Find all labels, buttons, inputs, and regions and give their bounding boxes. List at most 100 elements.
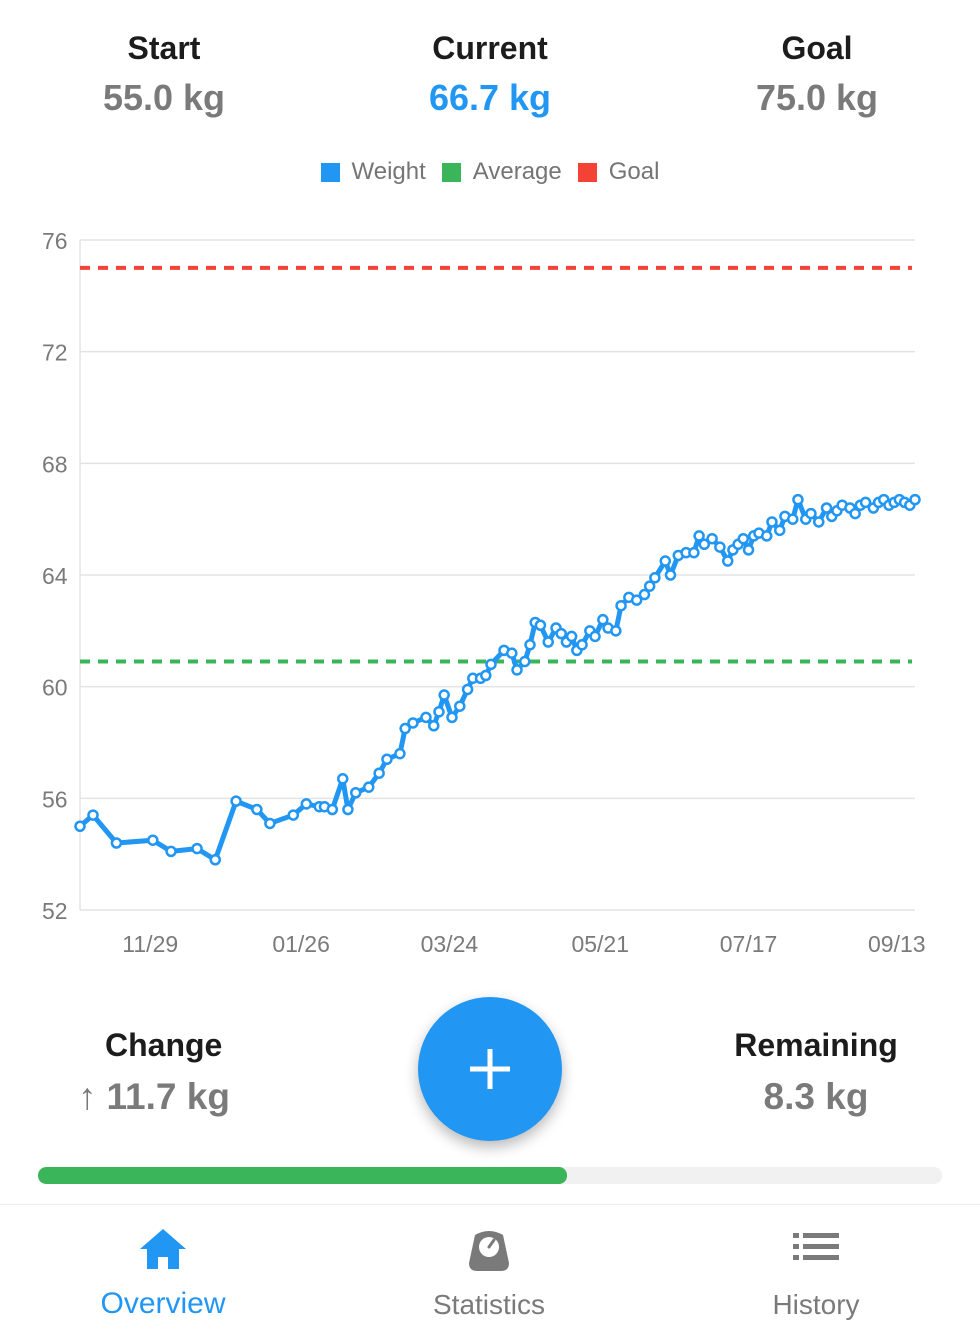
- weight-point: [394, 747, 406, 760]
- weight-point: [766, 516, 778, 528]
- weight-point: [714, 541, 726, 553]
- y-tick-label: 60: [42, 675, 68, 701]
- goal-label: Goal: [781, 30, 853, 66]
- weight-point: [534, 619, 547, 631]
- weight-point: [381, 753, 393, 765]
- start-value: 55.0 kg: [102, 77, 226, 118]
- plus-icon: [470, 1049, 510, 1089]
- start-label: Start: [127, 30, 201, 66]
- weight-point: [230, 795, 242, 807]
- weight-point: [87, 809, 99, 821]
- weight-point: [264, 817, 276, 830]
- weight-point: [649, 572, 661, 584]
- weight-point: [597, 613, 609, 626]
- weight-point: [110, 837, 123, 849]
- weight-point: [373, 767, 385, 779]
- weight-point: [909, 493, 921, 506]
- nav-item-history[interactable]: History: [656, 1205, 976, 1338]
- scale-icon: [469, 1231, 509, 1271]
- y-tick-label: 72: [42, 340, 68, 366]
- weight-point: [506, 647, 518, 659]
- weight-point: [742, 544, 755, 556]
- y-tick-label: 64: [42, 563, 68, 589]
- weight-point: [576, 639, 588, 651]
- change-value: 11.7 kg: [106, 1076, 230, 1117]
- weight-point: [737, 532, 750, 545]
- weight-point: [300, 798, 313, 810]
- legend-swatch-average: [441, 162, 461, 182]
- change-stat: Change ↑ 11.7 kg: [78, 1027, 230, 1118]
- weight-point: [454, 700, 466, 712]
- weight-point: [693, 530, 705, 542]
- x-tick-label: 09/13: [868, 931, 926, 957]
- weight-point: [74, 820, 86, 832]
- weight-point: [721, 555, 734, 567]
- weight-point: [287, 809, 300, 821]
- weight-point: [326, 803, 339, 816]
- weight-point: [524, 639, 536, 651]
- weight-point: [511, 664, 523, 676]
- nav-label-overview: Overview: [100, 1287, 226, 1320]
- weight-point: [849, 507, 861, 520]
- y-tick-label: 56: [42, 786, 68, 812]
- change-label: Change: [105, 1027, 223, 1063]
- weight-point: [615, 599, 627, 612]
- nav-item-overview[interactable]: Overview: [3, 1205, 323, 1338]
- x-tick-label: 11/29: [122, 931, 178, 957]
- weight-point: [630, 594, 643, 606]
- legend-swatch-weight: [320, 162, 340, 182]
- weight-point: [147, 834, 159, 846]
- weight-point: [399, 722, 411, 735]
- current-stat: Current 66.7 kg: [340, 30, 640, 119]
- weight-point: [438, 689, 450, 701]
- weight-point: [664, 569, 677, 581]
- weight-point: [542, 636, 554, 648]
- legend-item-goal[interactable]: Goal: [577, 158, 660, 186]
- legend-label-average: Average: [472, 158, 562, 185]
- nav-item-statistics[interactable]: Statistics: [329, 1205, 649, 1338]
- weight-point: [555, 627, 567, 640]
- weight-point: [461, 683, 474, 696]
- legend-label-goal: Goal: [608, 158, 660, 185]
- weight-point: [191, 842, 203, 855]
- weight-point: [336, 773, 349, 785]
- x-tick-label: 01/26: [272, 931, 330, 957]
- weight-point: [565, 630, 578, 643]
- weight-chart[interactable]: 76 72 68 64 60 56 52 11/29 01/26 03/24 05/21 07/17 0…: [0, 210, 980, 970]
- chart-legend: Weight Average Goal: [0, 158, 980, 186]
- weight-point: [638, 588, 651, 601]
- goal-stat: Goal 75.0 kg: [667, 30, 967, 119]
- remaining-stat: Remaining 8.3 kg: [716, 1027, 916, 1118]
- y-tick-label: 52: [42, 898, 68, 924]
- weight-point: [349, 787, 362, 799]
- list-icon: [793, 1233, 839, 1260]
- current-value: 66.7 kg: [428, 77, 552, 118]
- goal-progress-fill: [38, 1167, 567, 1184]
- weight-point: [165, 845, 177, 858]
- goal-progress-bar: [38, 1167, 942, 1184]
- weight-point: [251, 803, 263, 816]
- weight-point: [820, 502, 833, 514]
- remaining-label: Remaining: [734, 1027, 898, 1063]
- legend-item-weight[interactable]: Weight: [320, 158, 426, 186]
- add-entry-button[interactable]: [418, 997, 562, 1141]
- weight-point: [792, 493, 804, 506]
- weight-point: [659, 555, 672, 567]
- weight-point: [446, 711, 458, 724]
- weight-point: [420, 711, 432, 724]
- x-tick-label: 05/21: [571, 931, 629, 957]
- weight-series-line: [78, 497, 917, 863]
- weight-point: [813, 516, 825, 528]
- legend-swatch-goal: [577, 162, 597, 182]
- weight-point: [706, 532, 718, 545]
- weight-point: [519, 655, 531, 668]
- nav-label-history: History: [772, 1289, 860, 1320]
- weight-point: [485, 658, 497, 671]
- weight-point: [209, 854, 222, 866]
- arrow-up-icon: ↑: [78, 1076, 97, 1117]
- home-icon: [140, 1229, 186, 1269]
- weight-point: [407, 717, 419, 729]
- legend-item-average[interactable]: Average: [441, 158, 562, 186]
- weight-point: [362, 781, 375, 793]
- bottom-navigation: Overview Statistics History: [0, 1204, 980, 1338]
